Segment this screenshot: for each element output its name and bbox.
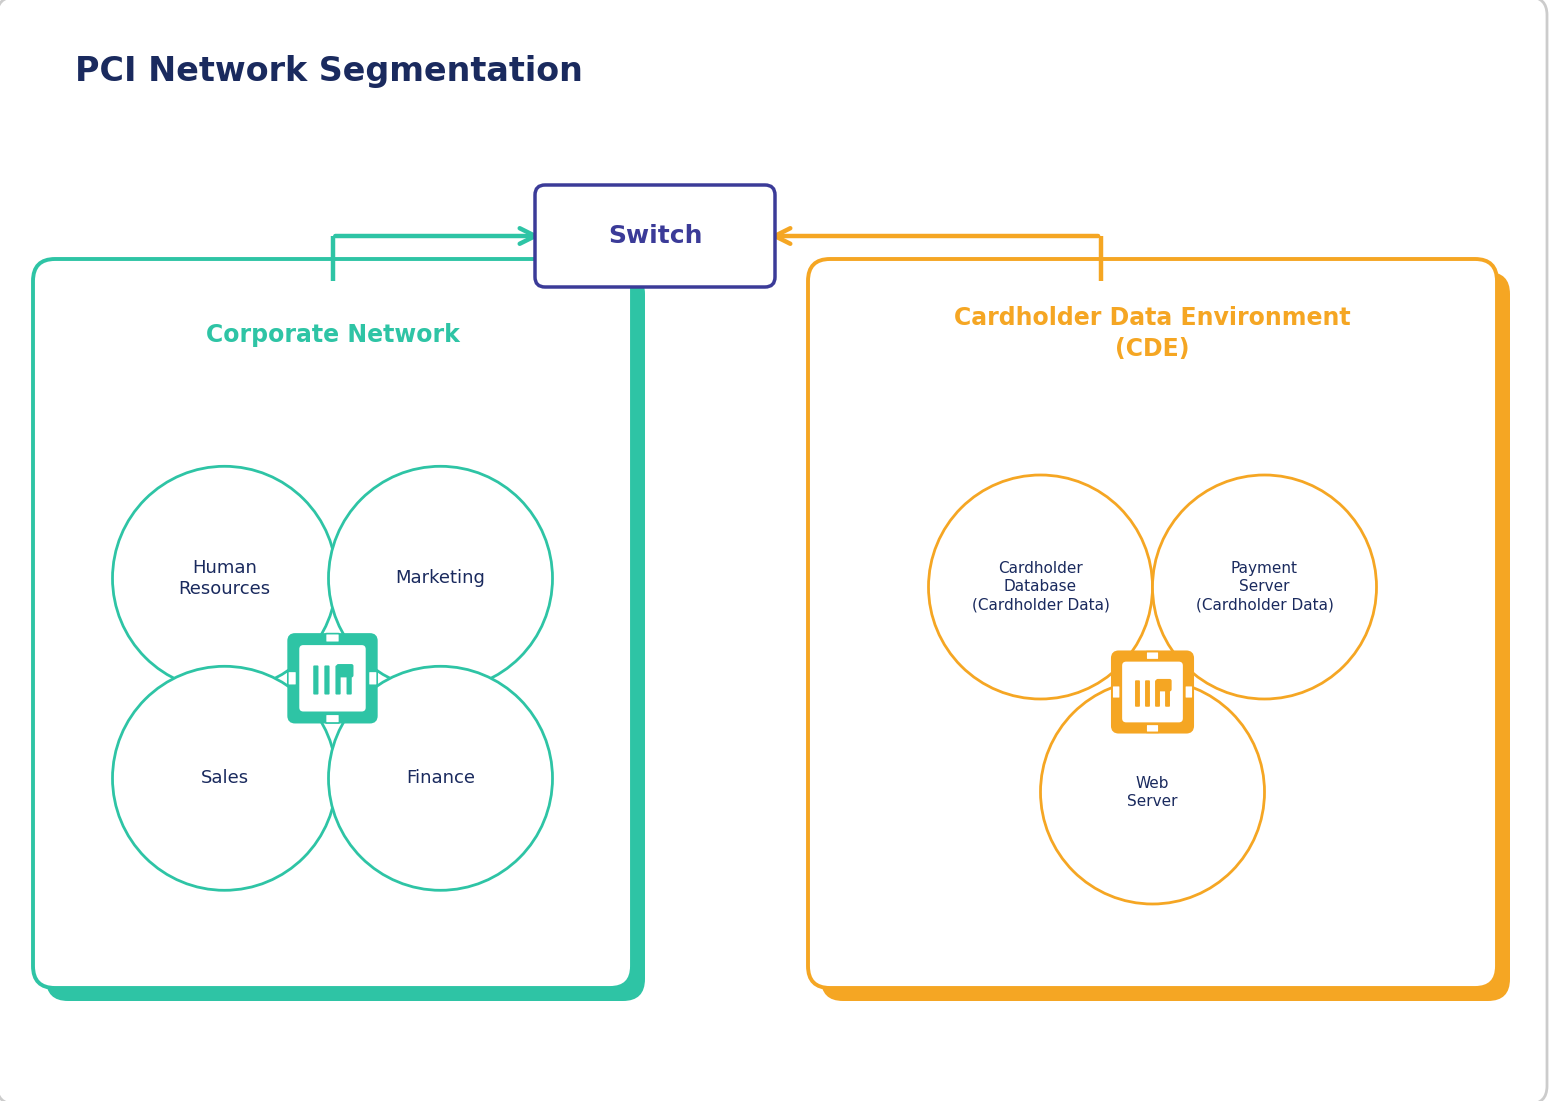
FancyBboxPatch shape — [1145, 680, 1149, 707]
Circle shape — [113, 666, 336, 891]
FancyBboxPatch shape — [369, 672, 376, 685]
Text: Cardholder
Database
(Cardholder Data): Cardholder Database (Cardholder Data) — [971, 562, 1109, 612]
FancyBboxPatch shape — [1156, 679, 1171, 691]
Text: Web
Server: Web Server — [1128, 775, 1177, 808]
Text: Human
Resources: Human Resources — [178, 558, 271, 598]
FancyBboxPatch shape — [1112, 686, 1120, 698]
FancyBboxPatch shape — [1146, 652, 1159, 659]
FancyBboxPatch shape — [1121, 662, 1183, 722]
Text: Cardholder Data Environment
(CDE): Cardholder Data Environment (CDE) — [954, 306, 1351, 361]
Text: Switch: Switch — [607, 224, 702, 248]
FancyBboxPatch shape — [347, 665, 352, 695]
FancyBboxPatch shape — [1156, 680, 1160, 707]
Text: Marketing: Marketing — [395, 569, 485, 587]
FancyBboxPatch shape — [534, 185, 774, 287]
Circle shape — [928, 475, 1152, 699]
Text: PCI Network Segmentation: PCI Network Segmentation — [74, 55, 582, 88]
FancyBboxPatch shape — [325, 633, 339, 642]
FancyBboxPatch shape — [1112, 652, 1193, 732]
FancyBboxPatch shape — [1185, 686, 1193, 698]
FancyBboxPatch shape — [325, 715, 339, 723]
FancyBboxPatch shape — [336, 665, 341, 695]
FancyBboxPatch shape — [46, 272, 644, 1001]
FancyBboxPatch shape — [821, 272, 1510, 1001]
FancyBboxPatch shape — [809, 259, 1496, 988]
FancyBboxPatch shape — [1165, 680, 1169, 707]
Text: Sales: Sales — [200, 770, 248, 787]
FancyBboxPatch shape — [313, 665, 319, 695]
Circle shape — [328, 467, 553, 690]
Circle shape — [328, 666, 553, 891]
FancyBboxPatch shape — [336, 664, 353, 677]
FancyBboxPatch shape — [290, 635, 376, 722]
FancyBboxPatch shape — [33, 259, 632, 988]
Circle shape — [1041, 680, 1264, 904]
FancyBboxPatch shape — [299, 645, 366, 711]
Text: Corporate Network: Corporate Network — [206, 323, 460, 347]
Circle shape — [113, 467, 336, 690]
Circle shape — [1152, 475, 1377, 699]
Text: Payment
Server
(Cardholder Data): Payment Server (Cardholder Data) — [1196, 562, 1334, 612]
FancyBboxPatch shape — [288, 672, 296, 685]
Text: Finance: Finance — [406, 770, 476, 787]
FancyBboxPatch shape — [1135, 680, 1140, 707]
FancyBboxPatch shape — [1146, 724, 1159, 732]
FancyBboxPatch shape — [324, 665, 330, 695]
